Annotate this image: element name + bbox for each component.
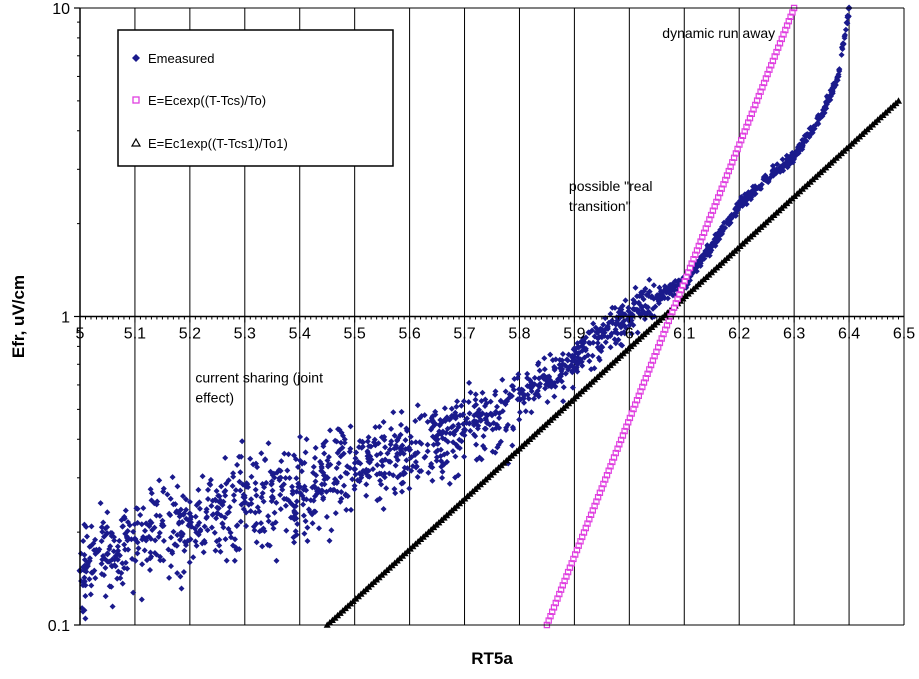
x-tick-label: 6.3: [783, 326, 805, 343]
legend-marker-diamond: [132, 54, 140, 62]
fit-line-2: [323, 97, 903, 628]
x-tick-label: 6.5: [893, 326, 915, 343]
measured-point: [598, 333, 606, 341]
measured-point: [735, 201, 743, 209]
axes-layer: [74, 7, 905, 626]
x-tick-label: 5.4: [289, 326, 311, 343]
legend-label: E=Ecexp((T-Tcs)/To): [148, 93, 266, 108]
annotation: dynamic run away: [662, 25, 775, 41]
measured-point: [570, 357, 578, 365]
legend-box: [117, 29, 394, 167]
measured-point: [834, 72, 842, 80]
x-tick-label: 6.4: [838, 326, 860, 343]
measured-point: [790, 153, 798, 161]
measured-point: [131, 535, 139, 543]
measured-point: [515, 395, 523, 403]
measured-point: [268, 493, 276, 501]
text-layer: 5 5.1 5.2 5.3 5.4 5.5 5.6 5.7 5.8 5.9 6 6.1 6.2 6.3 6.…: [9, 1, 915, 668]
measured-point: [158, 522, 166, 530]
x-tick-label: 6.2: [728, 326, 750, 343]
x-tick-label: 6.1: [673, 326, 695, 343]
x-tick-label: 6: [625, 326, 634, 343]
measured-point: [103, 550, 111, 558]
measured-point: [653, 294, 661, 302]
measured-point: [763, 175, 771, 183]
x-tick-label: 5.8: [508, 326, 530, 343]
measured-point: [543, 377, 551, 385]
measured-point: [708, 241, 716, 249]
measured-point: [186, 515, 194, 523]
x-axis-title: RT5a: [471, 649, 513, 668]
y-axis-title: Efr, uV/cm: [9, 275, 28, 358]
measured-point: [378, 457, 386, 465]
legend: Emeasured E=Ecexp((T-Tcs)/To) E=Ec1exp((T-…: [117, 29, 394, 167]
y-tick-label: 0.1: [48, 618, 70, 635]
x-tick-label: 5: [76, 326, 85, 343]
y-tick-label: 10: [52, 1, 70, 18]
y-tick-label: 1: [61, 310, 70, 327]
legend-marker-triangle: [130, 137, 142, 147]
measured-point: [351, 465, 359, 473]
x-tick-label: 5.7: [453, 326, 475, 343]
measured-point: [323, 474, 331, 482]
annotation: current sharing (joint: [195, 370, 323, 386]
measured-point: [488, 411, 496, 419]
legend-label: Emeasured: [148, 51, 214, 66]
x-tick-label: 5.5: [344, 326, 366, 343]
legend-label: E=Ec1exp((T-Tcs1)/To1): [148, 136, 288, 151]
x-tick-label: 5.3: [234, 326, 256, 343]
x-tick-label: 5.1: [124, 326, 146, 343]
measured-point: [296, 483, 304, 491]
annotation: transition": [569, 198, 631, 214]
measured-point: [213, 509, 221, 517]
measured-point: [461, 426, 469, 434]
annotation: possible "real: [569, 178, 653, 194]
measured-point: [433, 435, 441, 443]
x-tick-label: 5.6: [398, 326, 420, 343]
x-tick-label: 5.9: [563, 326, 585, 343]
annotation: effect): [195, 390, 234, 406]
measured-point: [818, 111, 826, 119]
measured-point: [406, 446, 414, 454]
legend-marker-square: [132, 96, 140, 104]
measured-point: [241, 498, 249, 506]
x-tick-label: 5.2: [179, 326, 201, 343]
